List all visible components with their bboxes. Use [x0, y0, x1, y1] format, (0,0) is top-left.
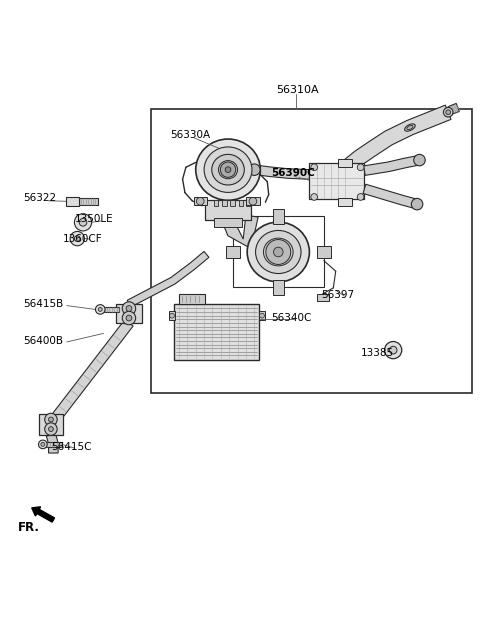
Polygon shape [127, 251, 209, 307]
Circle shape [225, 167, 231, 172]
Bar [222, 200, 227, 205]
Bar [259, 311, 265, 320]
Bar [169, 311, 175, 320]
Bar [273, 280, 284, 295]
Circle shape [444, 107, 453, 117]
Circle shape [384, 341, 402, 359]
Circle shape [266, 239, 291, 264]
Ellipse shape [407, 126, 413, 130]
Ellipse shape [405, 124, 415, 131]
Bar [246, 200, 251, 205]
Circle shape [70, 232, 84, 246]
Polygon shape [254, 165, 310, 179]
Ellipse shape [218, 161, 238, 179]
Bar [179, 294, 205, 304]
Bar [116, 304, 143, 323]
Ellipse shape [204, 147, 252, 193]
Polygon shape [446, 103, 459, 115]
Text: 56400B: 56400B [24, 336, 64, 346]
Bar [310, 163, 364, 199]
Text: 56390C: 56390C [271, 168, 315, 178]
Polygon shape [363, 184, 418, 209]
Text: 1350LE: 1350LE [75, 214, 113, 225]
Circle shape [169, 313, 174, 318]
Bar [273, 209, 284, 224]
Polygon shape [43, 441, 62, 447]
Circle shape [446, 110, 451, 115]
Circle shape [38, 440, 47, 449]
Circle shape [411, 198, 423, 210]
Text: 56415C: 56415C [51, 442, 92, 452]
Circle shape [249, 164, 260, 175]
Circle shape [74, 235, 80, 241]
Circle shape [126, 315, 132, 321]
Circle shape [126, 306, 132, 311]
Circle shape [220, 162, 236, 177]
Circle shape [414, 154, 425, 166]
Circle shape [357, 193, 364, 200]
Circle shape [98, 308, 102, 311]
Text: FR.: FR. [17, 521, 39, 534]
Ellipse shape [255, 230, 301, 274]
Bar [317, 246, 331, 258]
Bar [193, 197, 207, 205]
FancyArrow shape [32, 507, 55, 522]
Polygon shape [47, 434, 58, 453]
Circle shape [249, 197, 257, 205]
Bar [317, 294, 328, 301]
Circle shape [79, 218, 87, 226]
Bar [338, 159, 351, 167]
Polygon shape [222, 215, 258, 249]
Circle shape [48, 417, 53, 422]
Bar [233, 216, 324, 287]
Bar [214, 218, 242, 227]
Text: 13385: 13385 [360, 348, 394, 359]
Polygon shape [364, 156, 420, 175]
Bar [205, 200, 251, 220]
Circle shape [122, 302, 136, 315]
Bar [66, 197, 79, 205]
Text: 56322: 56322 [24, 193, 57, 204]
Text: 56397: 56397 [322, 290, 355, 300]
Text: 56340C: 56340C [271, 313, 312, 323]
Circle shape [260, 313, 264, 318]
Bar [152, 109, 472, 393]
Text: 1360CF: 1360CF [63, 234, 103, 244]
Polygon shape [100, 306, 120, 312]
Bar [239, 200, 243, 205]
Bar [246, 197, 260, 205]
Polygon shape [79, 198, 98, 205]
Text: 56310A: 56310A [276, 85, 319, 95]
Polygon shape [336, 105, 451, 179]
Circle shape [45, 423, 57, 435]
Circle shape [41, 443, 45, 447]
Ellipse shape [196, 139, 260, 200]
Bar [230, 200, 235, 205]
Circle shape [122, 311, 136, 325]
Circle shape [274, 247, 283, 256]
Circle shape [196, 197, 204, 205]
Circle shape [311, 193, 318, 200]
Circle shape [45, 413, 57, 426]
Ellipse shape [264, 238, 293, 266]
Circle shape [74, 214, 92, 231]
Bar [338, 198, 351, 205]
Ellipse shape [247, 222, 310, 282]
Circle shape [311, 164, 318, 170]
Circle shape [48, 427, 53, 431]
Bar [214, 200, 218, 205]
Bar [226, 246, 240, 258]
Bar [39, 414, 63, 435]
Text: 56330A: 56330A [170, 130, 211, 140]
Text: 56415B: 56415B [24, 299, 64, 309]
Ellipse shape [212, 154, 244, 185]
Polygon shape [47, 320, 133, 427]
Bar [174, 304, 259, 360]
Circle shape [357, 164, 364, 170]
Circle shape [96, 304, 105, 314]
Circle shape [389, 346, 397, 354]
